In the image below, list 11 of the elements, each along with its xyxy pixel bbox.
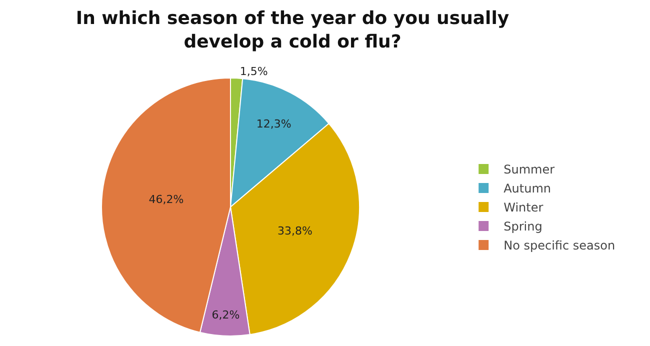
legend-label: No specific season <box>504 238 616 253</box>
legend-label: Autumn <box>504 182 552 196</box>
data-label: 6,2% <box>212 308 240 322</box>
legend-label: Winter <box>504 200 544 215</box>
data-label: 12,3% <box>256 117 292 130</box>
chart-title: In which season of the year do you usually develop a cold or flu? <box>76 8 510 53</box>
legend-label: Spring <box>504 220 542 234</box>
data-label: 46,2% <box>148 192 184 206</box>
data-label: 1,5% <box>240 65 268 78</box>
data-label: 33,8% <box>278 224 312 238</box>
legend-label: Summer <box>504 162 555 177</box>
